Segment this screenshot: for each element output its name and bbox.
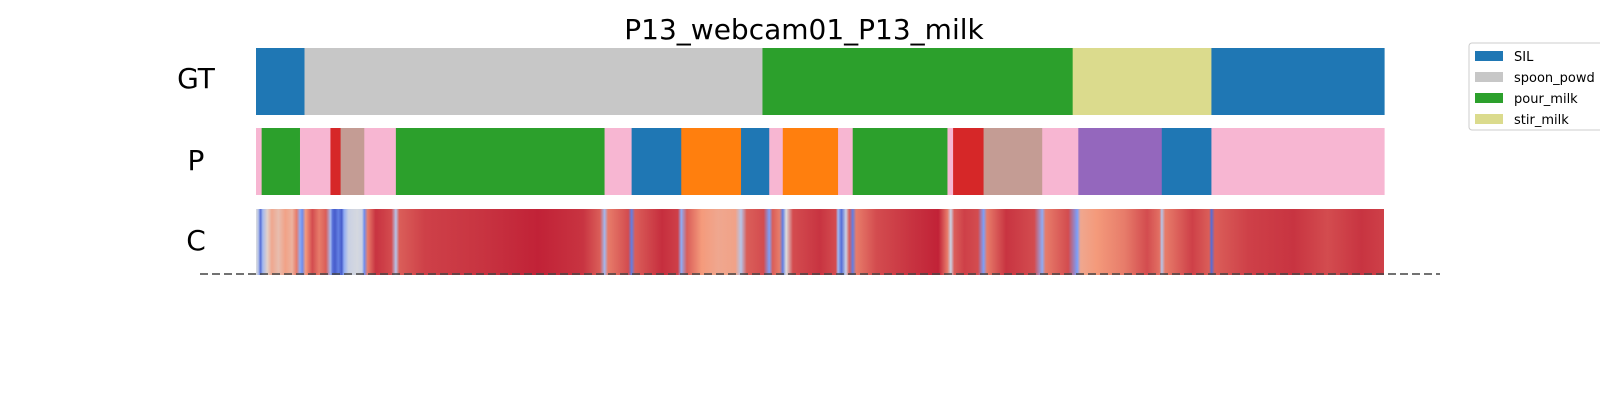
legend-swatch-0 <box>1475 51 1503 61</box>
row-label-c: C <box>186 224 206 257</box>
legend-swatch-1 <box>1475 72 1503 82</box>
p-segment-6 <box>395 128 606 195</box>
p-segment-21 <box>1211 128 1385 195</box>
row-p-segments <box>256 128 1385 195</box>
p-segment-2 <box>299 128 332 195</box>
row-c-confidence-bar <box>256 209 1384 275</box>
gt-segment-3 <box>1072 48 1213 115</box>
p-segment-9 <box>681 128 742 195</box>
p-segment-20 <box>1161 128 1213 195</box>
p-segment-8 <box>631 128 682 195</box>
p-segment-4 <box>340 128 365 195</box>
p-segment-13 <box>838 128 854 195</box>
chart-title: P13_webcam01_P13_milk <box>624 13 984 46</box>
p-segment-5 <box>364 128 397 195</box>
legend-label-1: spoon_powd <box>1514 71 1595 86</box>
p-segment-19 <box>1078 128 1163 195</box>
row-label-gt: GT <box>177 62 216 95</box>
legend-frame <box>1468 42 1600 131</box>
gt-segment-0 <box>256 48 306 115</box>
gt-segment-4 <box>1211 48 1385 115</box>
legend-swatch-3 <box>1475 114 1503 124</box>
row-label-p: P <box>188 144 205 177</box>
p-segment-12 <box>782 128 839 195</box>
p-segment-16 <box>953 128 985 195</box>
p-segment-11 <box>769 128 784 195</box>
row-gt-segments <box>256 48 1385 115</box>
p-segment-0 <box>256 128 263 195</box>
legend: SIL spoon_powd pour_milk stir_milk <box>1468 42 1600 131</box>
p-segment-10 <box>741 128 770 195</box>
gt-segment-2 <box>762 48 1074 115</box>
p-segment-1 <box>261 128 301 195</box>
legend-swatch-2 <box>1475 93 1503 103</box>
p-segment-17 <box>983 128 1043 195</box>
p-segment-15 <box>947 128 954 195</box>
p-segment-18 <box>1042 128 1079 195</box>
p-segment-3 <box>330 128 342 195</box>
legend-label-3: stir_milk <box>1514 113 1569 128</box>
p-segment-7 <box>604 128 633 195</box>
gt-segment-1 <box>304 48 764 115</box>
p-segment-14 <box>852 128 949 195</box>
legend-label-2: pour_milk <box>1514 92 1578 107</box>
legend-label-0: SIL <box>1514 50 1534 65</box>
